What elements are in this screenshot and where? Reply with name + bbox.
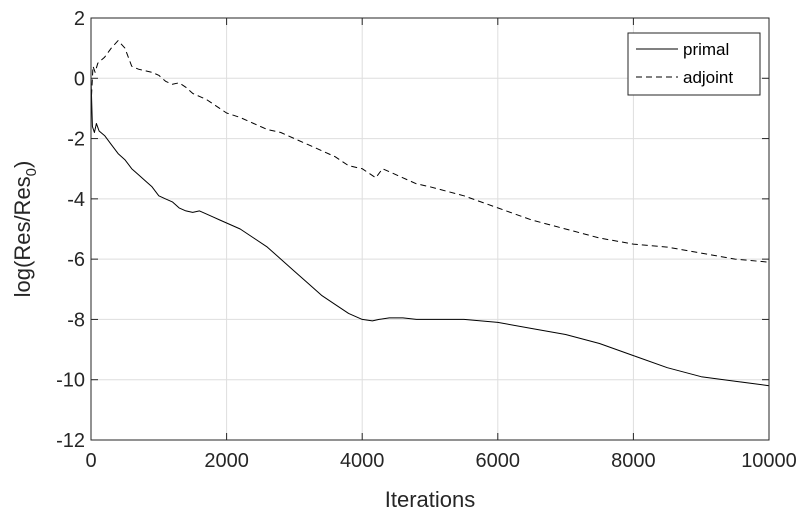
x-axis-title: Iterations	[385, 487, 476, 512]
series-layer	[90, 40, 770, 387]
y-tick-label: -6	[67, 249, 85, 271]
x-tick-label: 8000	[611, 450, 656, 472]
tick-labels: 0 2000 4000 6000 8000 10000 -12 -10 -8 -6 -4 -2 0 2	[56, 8, 797, 472]
y-tick-label: 0	[74, 68, 85, 90]
y-axis-title-main: log(Res/Res	[10, 176, 35, 297]
legend: primal adjoint	[627, 32, 761, 96]
ticks	[90, 17, 770, 441]
x-tick-label: 0	[85, 450, 96, 472]
y-axis-title: log(Res/Res0)	[10, 161, 40, 298]
x-tick-label: 4000	[340, 450, 385, 472]
y-tick-label: -12	[56, 430, 85, 452]
y-axis-title-subscript: 0	[23, 168, 40, 176]
y-tick-label: -8	[67, 309, 85, 331]
plot-frame	[90, 17, 770, 441]
x-tick-label: 6000	[476, 450, 521, 472]
y-tick-label: -10	[56, 370, 85, 392]
y-axis-title-close: )	[10, 161, 35, 168]
legend-label-primal: primal	[683, 40, 729, 59]
y-tick-label: 2	[74, 8, 85, 30]
x-tick-label: 10000	[741, 450, 797, 472]
legend-box	[627, 32, 761, 96]
legend-label-adjoint: adjoint	[683, 68, 733, 87]
y-tick-label: -2	[67, 129, 85, 151]
series-line-primal	[90, 78, 770, 387]
series-line-adjoint	[90, 40, 770, 263]
y-tick-label: -4	[67, 189, 85, 211]
x-tick-label: 2000	[204, 450, 249, 472]
